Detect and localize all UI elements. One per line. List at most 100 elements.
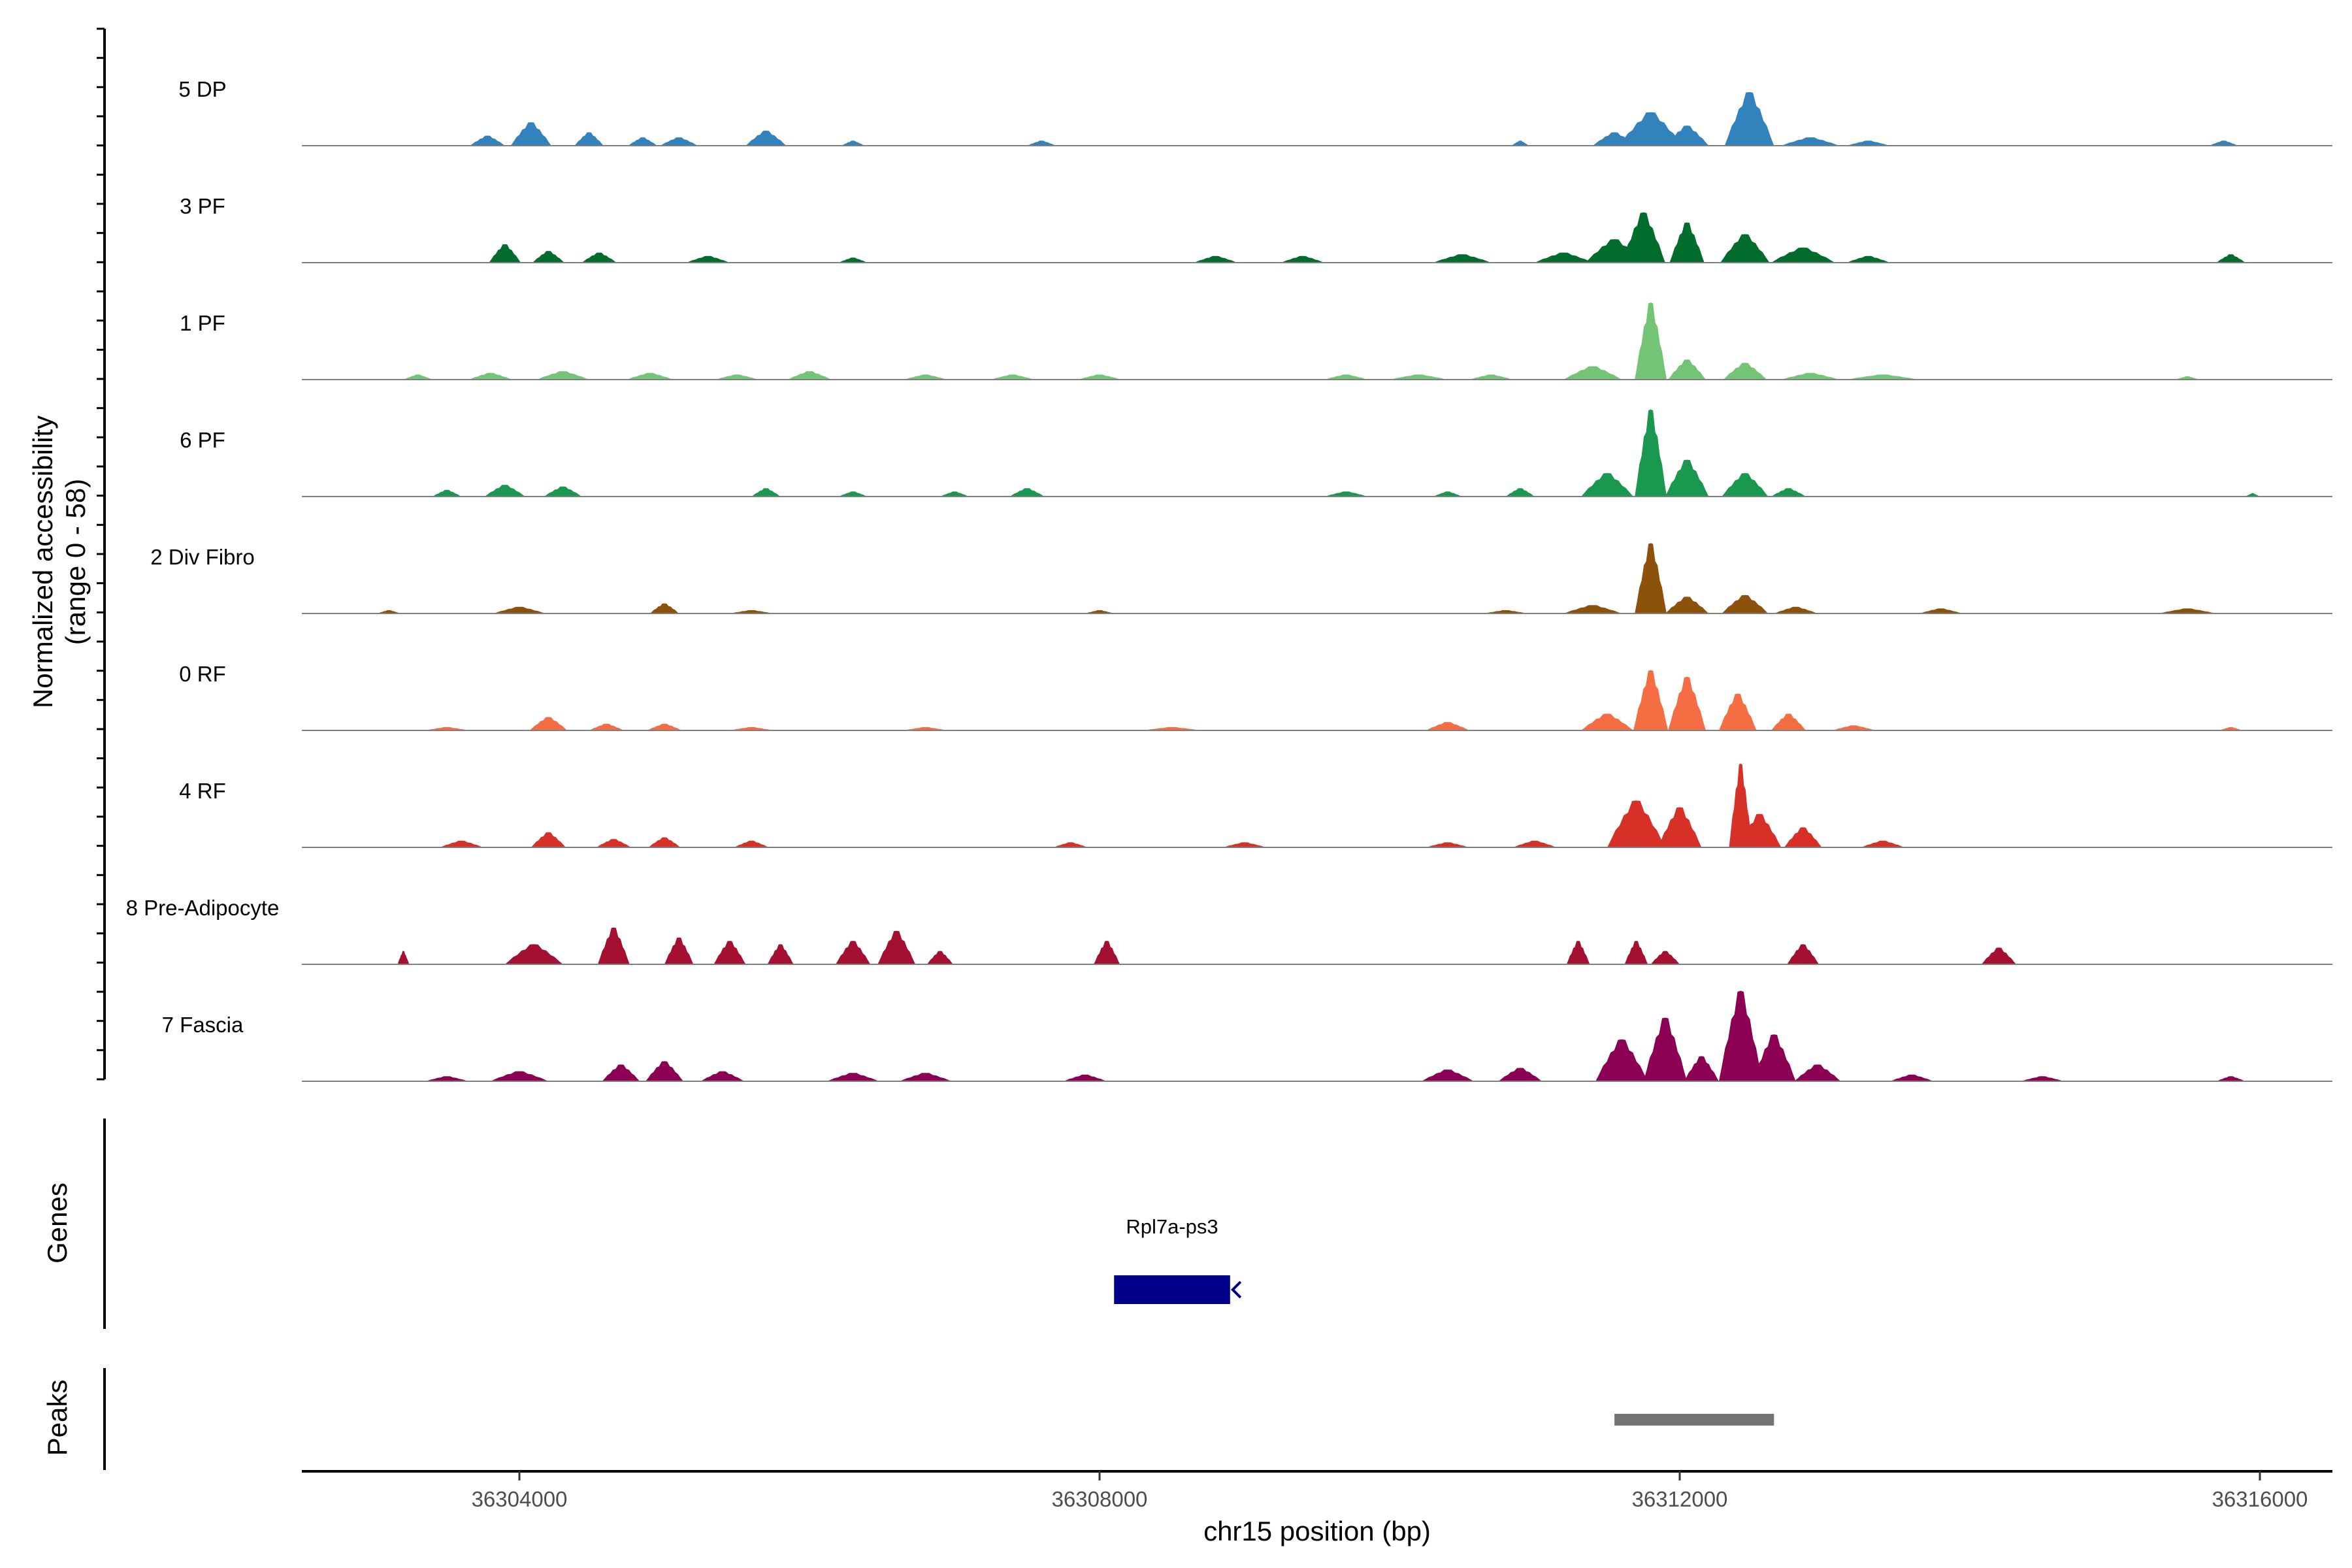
track-3-pf: 3 PF	[180, 194, 2332, 263]
track-7-fascia-peak-9	[1498, 1068, 1543, 1081]
track-0-rf-peak-8	[1581, 713, 1633, 730]
track-8-pre-adipocyte-peak-11	[1624, 941, 1648, 964]
track-7-fascia-peak-1	[490, 1071, 549, 1081]
track-3-pf-peak-9	[1622, 212, 1665, 263]
track-3-pf-peak-1	[532, 251, 564, 263]
track-6-pf-peak-7	[1324, 491, 1368, 497]
track-5-dp-peak-15	[2209, 140, 2238, 146]
track-8-pre-adipocyte-peak-8	[926, 951, 953, 964]
track-label-6-pf: 6 PF	[180, 428, 225, 452]
track-7-fascia-peak-6	[899, 1073, 952, 1081]
x-axis-title: chr15 position (bp)	[1203, 1516, 1431, 1546]
track-2-div-fibro-peak-8	[1665, 596, 1709, 613]
track-8-pre-adipocyte-peak-0	[397, 951, 410, 964]
track-3-pf-peak-14	[1846, 255, 1890, 263]
track-0-rf-peak-0	[425, 727, 469, 730]
track-1-pf-peak-0	[403, 374, 433, 380]
track-0-rf-peak-4	[729, 727, 774, 730]
track-0-rf-peak-7	[1426, 722, 1470, 730]
track-0-rf-peak-10	[1668, 676, 1706, 730]
track-5-dp-peak-9	[1618, 112, 1683, 146]
track-7-fascia-peak-12	[1684, 1056, 1719, 1081]
peak-range-0	[1614, 1414, 1774, 1426]
track-4-rf: 4 RF	[179, 763, 2332, 848]
track-5-dp-peak-4	[660, 137, 698, 146]
track-4-rf-peak-3	[648, 837, 681, 847]
track-1-pf-peak-17	[1846, 374, 1919, 380]
track-3-pf-peak-10	[1585, 239, 1644, 263]
track-0-rf-peak-14	[2219, 727, 2243, 730]
gene-body-rpl7a-ps3	[1114, 1275, 1230, 1304]
track-3-pf-peak-5	[1194, 255, 1237, 263]
track-5-dp-peak-0	[510, 122, 551, 146]
track-label-4-rf: 4 RF	[179, 779, 226, 803]
track-1-pf-peak-9	[1324, 374, 1368, 380]
y-axis-title-line1: Normalized accessibility	[27, 416, 58, 708]
track-6-pf-peak-8	[1433, 491, 1462, 497]
track-7-fascia-peak-13	[1718, 990, 1763, 1081]
track-3-pf-peak-0	[489, 244, 521, 263]
track-0-rf: 0 RF	[179, 662, 2332, 731]
genes-track: Rpl7a-ps3	[1114, 1215, 1242, 1304]
track-8-pre-adipocyte-peak-1	[504, 944, 563, 964]
track-6-pf-peak-5	[939, 491, 970, 497]
track-2-div-fibro-peak-3	[729, 610, 774, 613]
coverage-tracks: 5 DP 3 PF 1 PF 6 PF 2 Div Fibro 0 RF 4 RF 8 Pre…	[126, 77, 2332, 1082]
track-2-div-fibro-peak-12	[2158, 608, 2217, 613]
track-5-dp-peak-6	[841, 140, 865, 146]
track-1-pf-peak-18	[2176, 376, 2199, 380]
track-0-rf-peak-13	[1832, 725, 1876, 730]
track-2-div-fibro-peak-9	[1722, 595, 1769, 613]
peaks-track	[1614, 1414, 1774, 1426]
track-6-pf-peak-1	[484, 485, 525, 497]
track-3-pf-peak-2	[581, 252, 617, 263]
gene-label-rpl7a-ps3: Rpl7a-ps3	[1126, 1215, 1218, 1238]
track-1-pf-peak-4	[715, 374, 759, 380]
track-0-rf-peak-11	[1718, 693, 1757, 730]
track-5-dp-peak-10	[1592, 132, 1637, 146]
track-1-pf-peak-13	[1635, 302, 1667, 380]
track-3-pf-peak-8	[1535, 252, 1593, 263]
track-5-dp-peak-14	[1846, 140, 1890, 146]
track-4-rf-peak-2	[596, 839, 631, 847]
track-6-pf-peak-4	[838, 491, 868, 497]
track-4-rf-peak-4	[734, 840, 769, 847]
track-1-pf: 1 PF	[180, 302, 2332, 380]
track-5-dp-peak-7	[1027, 140, 1056, 146]
track-6-pf-peak-6	[1009, 488, 1045, 497]
track-label-5-dp: 5 DP	[178, 77, 226, 101]
track-5-dp: 5 DP	[178, 77, 2332, 146]
track-3-pf-peak-15	[2216, 254, 2246, 263]
x-axis-tick-label: 36316000	[2212, 1487, 2308, 1511]
track-1-pf-peak-14	[1668, 359, 1706, 380]
track-2-div-fibro-peak-6	[1563, 605, 1622, 613]
track-1-pf-peak-15	[1723, 363, 1767, 380]
track-8-pre-adipocyte-peak-14	[1981, 947, 2016, 964]
track-2-div-fibro-peak-2	[649, 603, 679, 613]
track-6-pf-peak-0	[432, 489, 462, 497]
track-label-1-pf: 1 PF	[180, 311, 225, 335]
track-7-fascia-peak-0	[425, 1076, 469, 1081]
track-8-pre-adipocyte: 8 Pre-Adipocyte	[126, 896, 2332, 965]
track-4-rf-peak-13	[1784, 827, 1822, 847]
x-axis-ticks: 36304000 36308000 36312000 36316000	[472, 1471, 2308, 1511]
track-7-fascia-peak-2	[602, 1064, 640, 1081]
track-5-dp-peak-5	[745, 130, 787, 146]
track-8-pre-adipocyte-peak-2	[597, 927, 630, 964]
track-4-rf-peak-5	[1053, 842, 1088, 847]
track-6-pf-peak-11	[1635, 409, 1667, 497]
track-1-pf-peak-10	[1390, 374, 1448, 380]
track-8-pre-adipocyte-peak-5	[767, 944, 794, 964]
track-1-pf-peak-8	[1077, 374, 1122, 380]
genes-track-title: Genes	[42, 1183, 73, 1264]
track-4-rf-peak-6	[1222, 842, 1267, 847]
track-4-rf-peak-8	[1512, 840, 1557, 847]
track-1-pf-peak-3	[627, 372, 674, 380]
track-label-7-fascia: 7 Fascia	[162, 1013, 244, 1037]
track-1-pf-peak-12	[1563, 366, 1622, 380]
track-0-rf-peak-12	[1771, 713, 1806, 730]
track-8-pre-adipocyte-peak-4	[713, 941, 746, 964]
track-7-fascia-peak-17	[2020, 1076, 2065, 1081]
track-3-pf-peak-13	[1771, 247, 1835, 263]
